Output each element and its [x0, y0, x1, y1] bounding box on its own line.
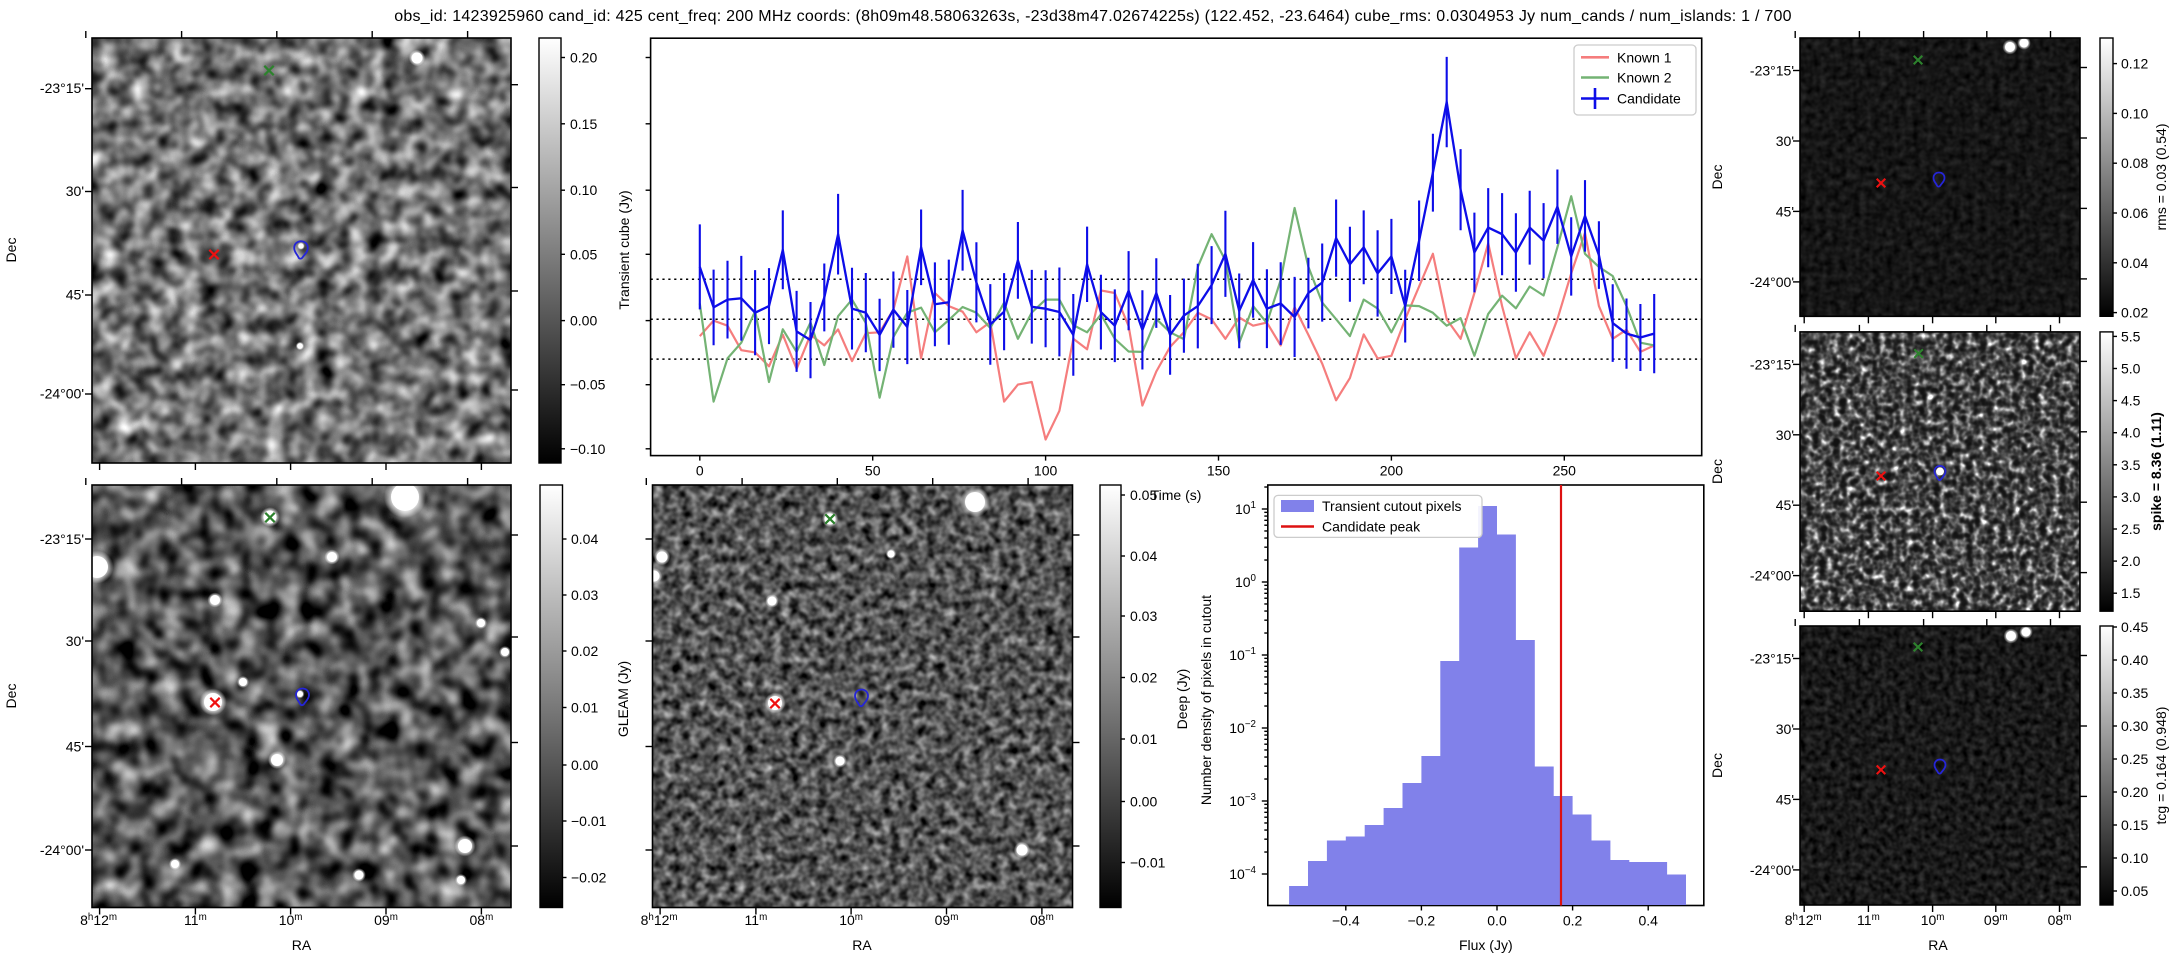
svg-text:0.15: 0.15 [570, 116, 597, 132]
svg-text:0.4: 0.4 [1638, 913, 1658, 929]
svg-text:5.5: 5.5 [2121, 328, 2141, 344]
svg-text:4.5: 4.5 [2121, 393, 2141, 409]
svg-text:0.10: 0.10 [2121, 850, 2148, 866]
svg-text:obs_id: 1423925960 cand_id: 42: obs_id: 1423925960 cand_id: 425 cent_fre… [394, 8, 1792, 25]
svg-text:1.5: 1.5 [2121, 585, 2141, 601]
svg-text:Candidate peak: Candidate peak [1322, 519, 1421, 535]
svg-text:30': 30' [1776, 133, 1794, 149]
svg-text:0.15: 0.15 [2121, 817, 2148, 833]
svg-text:150: 150 [1207, 463, 1231, 479]
svg-text:45': 45' [1776, 791, 1794, 807]
svg-text:30': 30' [66, 633, 84, 649]
svg-text:0.0: 0.0 [1487, 913, 1507, 929]
svg-text:0.20: 0.20 [570, 50, 597, 66]
svg-text:0.04: 0.04 [2121, 255, 2148, 271]
svg-text:0.05: 0.05 [570, 246, 597, 262]
svg-text:Dec: Dec [1709, 165, 1725, 190]
svg-text:-23°15': -23°15' [1750, 651, 1794, 667]
svg-text:0.00: 0.00 [1130, 794, 1157, 810]
svg-text:3.0: 3.0 [2121, 489, 2141, 505]
svg-text:0.05: 0.05 [1130, 487, 1157, 503]
svg-text:−0.01: −0.01 [1130, 855, 1166, 871]
svg-text:−0.02: −0.02 [571, 870, 607, 886]
svg-text:-23°15': -23°15' [1750, 356, 1794, 372]
svg-text:0.03: 0.03 [571, 587, 598, 603]
svg-text:Known 2: Known 2 [1617, 70, 1672, 86]
svg-text:RA: RA [292, 937, 312, 953]
svg-text:100: 100 [1034, 463, 1058, 479]
svg-text:-24°00': -24°00' [1750, 862, 1794, 878]
svg-text:0.06: 0.06 [2121, 205, 2148, 221]
svg-text:Dec: Dec [3, 684, 19, 709]
svg-text:rms = 0.03 (0.54): rms = 0.03 (0.54) [2153, 124, 2169, 231]
svg-text:5.0: 5.0 [2121, 361, 2141, 377]
svg-text:0.02: 0.02 [1130, 670, 1157, 686]
svg-text:0.04: 0.04 [1130, 548, 1157, 564]
svg-text:3.5: 3.5 [2121, 457, 2141, 473]
svg-text:0.01: 0.01 [1130, 731, 1157, 747]
svg-text:45': 45' [66, 287, 84, 303]
svg-text:Number density of pixels in cu: Number density of pixels in cutout [1198, 595, 1214, 805]
svg-text:0.45: 0.45 [2121, 619, 2148, 635]
svg-text:-23°15': -23°15' [40, 531, 84, 547]
svg-text:45': 45' [66, 739, 84, 755]
svg-text:-23°15': -23°15' [1750, 63, 1794, 79]
svg-text:Candidate: Candidate [1617, 91, 1681, 107]
svg-text:Deep (Jy): Deep (Jy) [1174, 669, 1190, 730]
svg-text:0.01: 0.01 [571, 700, 598, 716]
svg-text:Flux (Jy): Flux (Jy) [1459, 937, 1513, 953]
svg-text:Known 1: Known 1 [1617, 49, 1672, 65]
svg-text:30': 30' [1776, 427, 1794, 443]
svg-text:Time (s): Time (s) [1151, 487, 1202, 503]
svg-text:−0.4: −0.4 [1332, 913, 1360, 929]
svg-text:2.5: 2.5 [2121, 521, 2141, 537]
svg-text:Dec: Dec [3, 238, 19, 263]
svg-text:0.10: 0.10 [570, 182, 597, 198]
svg-text:30': 30' [1776, 721, 1794, 737]
svg-text:−0.01: −0.01 [571, 813, 607, 829]
svg-text:−0.05: −0.05 [570, 377, 606, 393]
svg-text:tcg = 0.164 (0.948): tcg = 0.164 (0.948) [2153, 707, 2169, 825]
svg-text:0.2: 0.2 [1563, 913, 1583, 929]
svg-text:-24°00': -24°00' [40, 842, 84, 858]
svg-text:GLEAM (Jy): GLEAM (Jy) [615, 661, 631, 737]
svg-text:0.08: 0.08 [2121, 155, 2148, 171]
svg-text:0.00: 0.00 [570, 313, 597, 329]
svg-text:−0.2: −0.2 [1408, 913, 1436, 929]
svg-text:0.25: 0.25 [2121, 751, 2148, 767]
svg-text:0.00: 0.00 [571, 757, 598, 773]
svg-text:Transient cutout pixels: Transient cutout pixels [1322, 498, 1462, 514]
svg-text:45': 45' [1776, 497, 1794, 513]
svg-text:-24°00': -24°00' [1750, 568, 1794, 584]
svg-text:Dec: Dec [1709, 459, 1725, 484]
svg-text:-23°15': -23°15' [40, 80, 84, 96]
svg-text:0.05: 0.05 [2121, 883, 2148, 899]
svg-text:0.12: 0.12 [2121, 56, 2148, 72]
svg-text:30': 30' [66, 183, 84, 199]
svg-text:spike = 8.36 (1.11): spike = 8.36 (1.11) [2148, 412, 2164, 531]
svg-text:45': 45' [1776, 203, 1794, 219]
svg-text:0.02: 0.02 [2121, 305, 2148, 321]
svg-text:-24°00': -24°00' [40, 386, 84, 402]
svg-text:0.10: 0.10 [2121, 105, 2148, 121]
svg-text:50: 50 [865, 463, 881, 479]
svg-text:0.20: 0.20 [2121, 784, 2148, 800]
svg-text:Transient cube (Jy): Transient cube (Jy) [616, 190, 632, 309]
svg-text:Dec: Dec [1709, 753, 1725, 778]
svg-text:0.30: 0.30 [2121, 718, 2148, 734]
svg-text:200: 200 [1380, 463, 1404, 479]
svg-text:0.04: 0.04 [571, 531, 598, 547]
svg-text:2.0: 2.0 [2121, 553, 2141, 569]
svg-text:4.0: 4.0 [2121, 425, 2141, 441]
svg-text:0: 0 [696, 463, 704, 479]
svg-text:0.40: 0.40 [2121, 652, 2148, 668]
svg-text:-24°00': -24°00' [1750, 274, 1794, 290]
svg-text:RA: RA [852, 937, 872, 953]
svg-text:0.03: 0.03 [1130, 608, 1157, 624]
svg-text:−0.10: −0.10 [570, 441, 606, 457]
svg-text:RA: RA [1928, 937, 1948, 953]
svg-text:0.02: 0.02 [571, 643, 598, 659]
svg-text:0.35: 0.35 [2121, 685, 2148, 701]
svg-text:250: 250 [1553, 463, 1577, 479]
